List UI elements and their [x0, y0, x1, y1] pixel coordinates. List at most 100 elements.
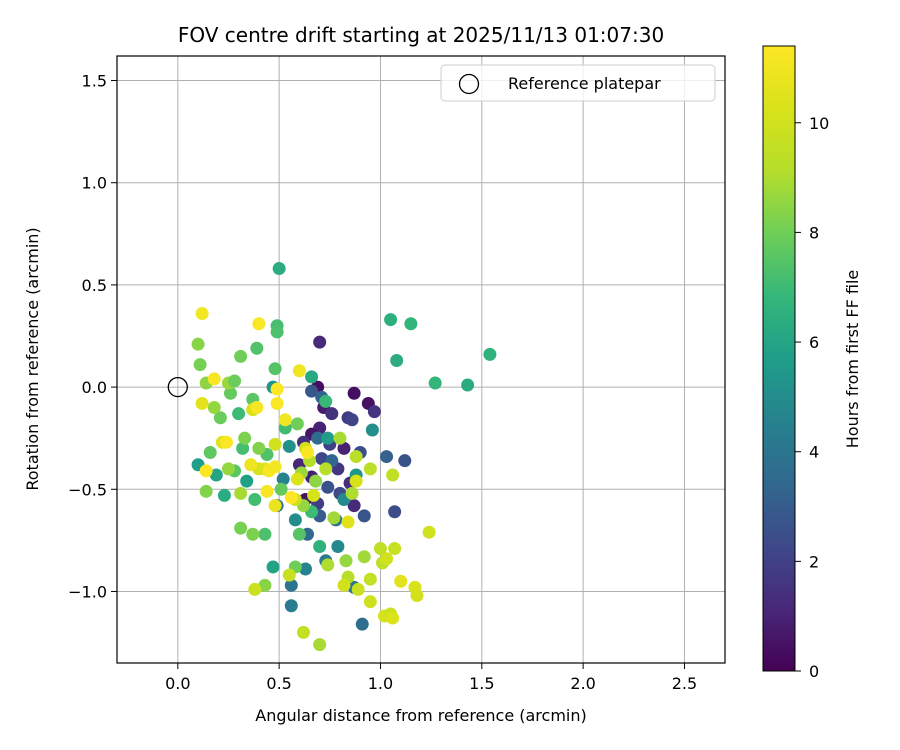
chart-title: FOV centre drift starting at 2025/11/13 …: [178, 23, 664, 47]
data-point: [355, 617, 369, 631]
data-point: [311, 431, 325, 445]
data-point: [386, 611, 400, 625]
data-point: [270, 382, 284, 396]
data-point: [341, 515, 355, 529]
data-point: [394, 574, 408, 588]
colorbar-tick-label: 4: [809, 443, 819, 462]
data-point: [357, 509, 371, 523]
data-point: [292, 527, 306, 541]
data-point: [223, 386, 237, 400]
colorbar-label: Hours from first FF file: [843, 270, 862, 449]
data-point: [319, 394, 333, 408]
data-point: [483, 347, 497, 361]
data-point: [217, 488, 231, 502]
data-point: [380, 552, 394, 566]
data-point: [333, 431, 347, 445]
data-point: [290, 472, 304, 486]
data-point: [305, 370, 319, 384]
data-point: [228, 374, 242, 388]
data-point: [274, 482, 288, 496]
data-point: [349, 450, 363, 464]
x-axis-ticks: 0.0 0.5 1.0 1.5 2.0 2.5: [165, 663, 697, 693]
data-point: [351, 582, 365, 596]
data-point: [365, 423, 379, 437]
x-tick-label: 2.5: [672, 674, 697, 693]
data-point: [331, 540, 345, 554]
data-point: [268, 362, 282, 376]
data-point: [234, 486, 248, 500]
data-point: [250, 341, 264, 355]
data-point: [234, 349, 248, 363]
data-point: [357, 550, 371, 564]
data-point: [258, 527, 272, 541]
data-point: [313, 335, 327, 349]
data-point: [203, 445, 217, 459]
x-tick-label: 0.0: [165, 674, 190, 693]
colorbar-ticks: 0 2 4 6 8 10: [795, 114, 829, 681]
data-point: [373, 542, 387, 556]
data-point: [290, 417, 304, 431]
data-point: [380, 450, 394, 464]
grid-lines: [117, 56, 725, 663]
data-point: [268, 460, 282, 474]
data-point: [278, 413, 292, 427]
x-tick-label: 1.0: [368, 674, 393, 693]
reference-marker: [167, 376, 188, 398]
data-point: [270, 396, 284, 410]
data-point: [270, 325, 284, 339]
x-axis-label: Angular distance from reference (arcmin): [255, 706, 586, 725]
colorbar: 0 2 4 6 8 10 Hours from first FF file: [762, 45, 862, 681]
x-tick-label: 1.5: [469, 674, 494, 693]
data-point: [207, 372, 221, 386]
data-point: [191, 337, 205, 351]
data-point: [199, 464, 213, 478]
data-point: [461, 378, 475, 392]
data-point: [298, 562, 312, 576]
data-point: [282, 439, 296, 453]
data-point: [325, 407, 339, 421]
y-axis-label: Rotation from reference (arcmin): [23, 227, 42, 490]
data-point: [248, 492, 262, 506]
y-axis-ticks: −1.0 −0.5 0.0 0.5 1.0 1.5: [68, 72, 117, 601]
colorbar-tick-label: 2: [809, 552, 819, 571]
data-points: [191, 262, 497, 652]
legend-entry: Reference platepar: [508, 74, 661, 93]
data-point: [347, 499, 361, 513]
colorbar-gradient: [762, 45, 796, 672]
legend-circle-icon: [458, 73, 480, 95]
y-tick-label: 0.0: [82, 378, 107, 397]
data-point: [209, 468, 223, 482]
data-point: [260, 484, 274, 498]
data-point: [244, 458, 258, 472]
y-tick-label: −0.5: [68, 480, 107, 499]
data-point: [292, 364, 306, 378]
data-point: [363, 595, 377, 609]
data-point: [284, 599, 298, 613]
y-tick-label: 0.5: [82, 276, 107, 295]
data-point: [301, 445, 315, 459]
colorbar-tick-label: 10: [809, 114, 829, 133]
data-point: [219, 435, 233, 449]
colorbar-tick-label: 8: [809, 223, 819, 242]
data-point: [349, 474, 363, 488]
data-point: [428, 376, 442, 390]
data-point: [240, 474, 254, 488]
data-point: [236, 441, 250, 455]
data-point: [221, 462, 235, 476]
colorbar-tick-label: 0: [809, 662, 819, 681]
data-point: [288, 513, 302, 527]
data-point: [339, 554, 353, 568]
data-point: [250, 401, 264, 415]
data-point: [327, 511, 341, 525]
data-point: [404, 317, 418, 331]
data-point: [272, 262, 286, 276]
data-point: [345, 486, 359, 500]
data-point: [248, 582, 262, 596]
data-point: [321, 480, 335, 494]
data-point: [195, 396, 209, 410]
data-point: [234, 521, 248, 535]
data-point: [422, 525, 436, 539]
data-point: [213, 411, 227, 425]
x-tick-label: 0.5: [266, 674, 291, 693]
